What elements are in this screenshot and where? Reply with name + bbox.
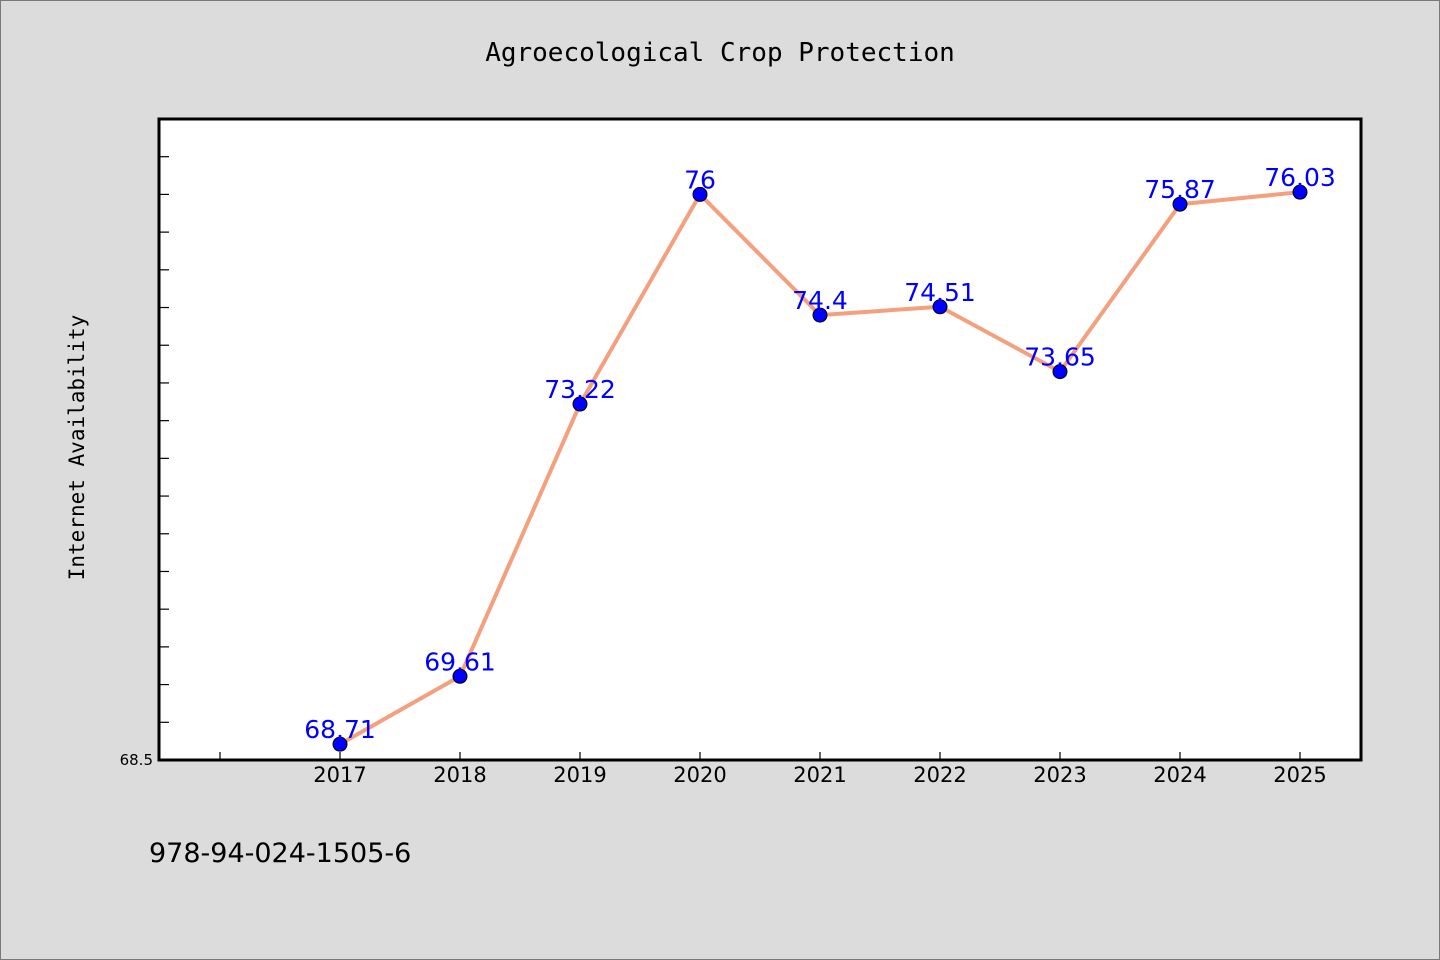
data-point (1052, 364, 1068, 380)
data-point (1292, 184, 1308, 200)
chart-title: Agroecological Crop Protection (485, 38, 955, 68)
data-label: 68.71 (304, 715, 376, 744)
data-point (332, 736, 348, 752)
data-point (932, 299, 948, 315)
data-label: 73.22 (544, 375, 616, 404)
data-point (812, 307, 828, 323)
x-tick-label: 2021 (793, 763, 846, 787)
data-label: 74.51 (904, 278, 976, 307)
x-tick-label: 2024 (1153, 763, 1206, 787)
x-tick-label: 2020 (673, 763, 726, 787)
y-axis-label: Internet Availability (65, 315, 89, 581)
series-markers (332, 184, 1308, 752)
x-axis-ticks: 2017 2018 2019 2020 2021 2022 2023 2024 2025 (219, 752, 1327, 787)
data-point (572, 396, 588, 412)
y-axis-ticks: 68.5 (120, 118, 169, 769)
x-tick-label: 2019 (553, 763, 606, 787)
data-label: 74.4 (792, 286, 848, 315)
data-point (692, 186, 708, 202)
y-tick-label: 68.5 (120, 751, 153, 769)
data-label: 76.03 (1264, 163, 1336, 192)
data-label: 69.61 (424, 647, 496, 676)
x-tick-label: 2023 (1033, 763, 1086, 787)
plot-area (157, 117, 1363, 762)
data-labels: 68.71 69.61 73.22 76 74.4 74.51 73.65 75.87 76.0… (304, 163, 1336, 744)
isbn-footer: 978-94-024-1505-6 (149, 838, 411, 869)
x-tick-label: 2025 (1273, 763, 1326, 787)
data-point (452, 668, 468, 684)
x-tick-label: 2018 (433, 763, 486, 787)
data-label: 75.87 (1144, 175, 1216, 204)
data-label: 73.65 (1024, 343, 1096, 372)
x-tick-label: 2017 (313, 763, 366, 787)
x-tick-label: 2022 (913, 763, 966, 787)
data-label: 76 (684, 165, 716, 194)
data-point (1172, 196, 1188, 212)
